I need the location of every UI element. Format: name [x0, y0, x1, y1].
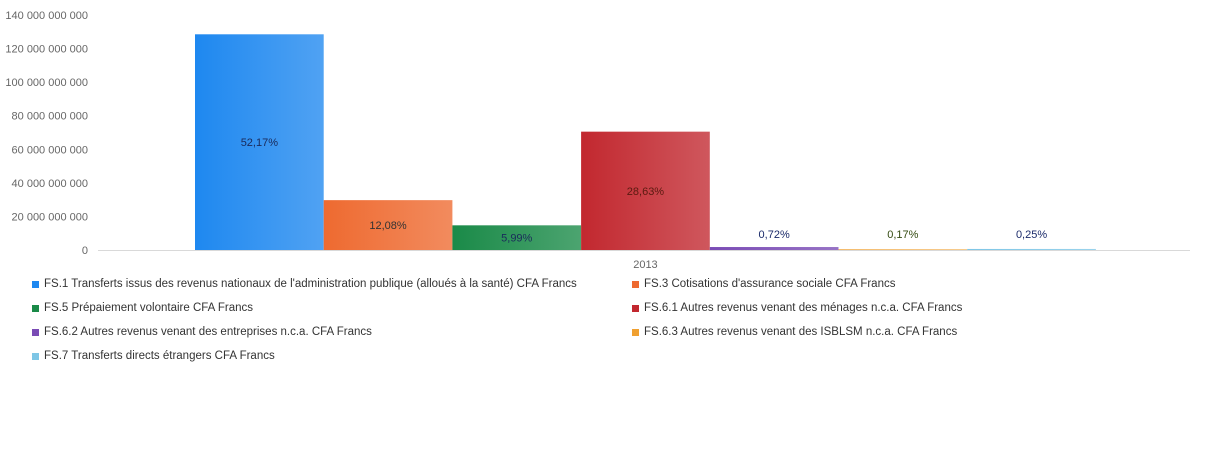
- bar-data-label: 5,99%: [501, 233, 532, 245]
- bar: [452, 225, 582, 250]
- bar: [838, 249, 968, 250]
- legend-item: FS.7 Transferts directs étrangers CFA Fr…: [32, 350, 275, 362]
- y-tick-label: 40 000 000 000: [12, 178, 88, 190]
- bar-data-label: 0,72%: [759, 229, 790, 241]
- legend-swatch: [32, 328, 39, 336]
- bar: [709, 247, 839, 250]
- legend-label: FS.3 Cotisations d'assurance sociale CFA…: [644, 278, 896, 290]
- legend-item: FS.6.3 Autres revenus venant des ISBLSM …: [632, 326, 957, 338]
- y-axis: 0 20 000 000 000 40 000 000 000 60 000 000 …: [5, 10, 88, 257]
- legend-label: FS.6.1 Autres revenus venant des ménages…: [644, 302, 963, 314]
- legend-item: FS.3 Cotisations d'assurance sociale CFA…: [632, 278, 895, 290]
- legend-swatch: [632, 304, 639, 312]
- bar-data-label: 28,63%: [627, 186, 665, 198]
- bar-data-label: 12,08%: [369, 220, 407, 232]
- bar-data-label: 0,25%: [1016, 229, 1047, 241]
- legend-swatch: [32, 352, 39, 360]
- legend-swatch: [32, 304, 39, 312]
- legend-swatch: [632, 328, 639, 336]
- data-label-group: 52,17% 12,08% 5,99% 28,63% 0,72% 0,17% 0,25%: [241, 137, 1048, 245]
- y-tick-label: 140 000 000 000: [5, 10, 88, 22]
- bar: [967, 248, 1096, 250]
- legend-swatch: [632, 280, 639, 288]
- legend-item: FS.6.1 Autres revenus venant des ménages…: [632, 302, 962, 314]
- legend-label: FS.1 Transferts issus des revenus nation…: [44, 278, 577, 290]
- bar-data-label: 52,17%: [241, 137, 279, 149]
- legend-item: FS.6.2 Autres revenus venant des entrepr…: [32, 326, 372, 338]
- bar-data-label: 0,17%: [887, 229, 918, 241]
- x-tick-label: 2013: [633, 259, 657, 271]
- legend-label: FS.6.3 Autres revenus venant des ISBLSM …: [644, 326, 958, 338]
- legend-item: FS.1 Transferts issus des revenus nation…: [32, 278, 577, 290]
- legend-item: FS.5 Prépaiement volontaire CFA Francs: [32, 302, 253, 314]
- y-tick-label: 0: [82, 245, 88, 257]
- bar: [581, 131, 710, 250]
- bar-chart: 0 20 000 000 000 40 000 000 000 60 000 000 …: [5, 10, 1190, 271]
- legend-label: FS.7 Transferts directs étrangers CFA Fr…: [44, 350, 275, 362]
- bar: [195, 34, 324, 250]
- bar: [323, 200, 453, 250]
- y-tick-label: 80 000 000 000: [12, 111, 88, 123]
- y-tick-label: 20 000 000 000: [12, 211, 88, 223]
- bar-series-group: [195, 34, 1096, 250]
- legend-label: FS.5 Prépaiement volontaire CFA Francs: [44, 302, 254, 314]
- x-axis: 2013: [633, 259, 657, 271]
- legend-swatch: [32, 280, 39, 288]
- y-tick-label: 60 000 000 000: [12, 144, 88, 156]
- y-tick-label: 120 000 000 000: [5, 44, 88, 56]
- legend-label: FS.6.2 Autres revenus venant des entrepr…: [44, 326, 372, 338]
- y-tick-label: 100 000 000 000: [5, 77, 88, 89]
